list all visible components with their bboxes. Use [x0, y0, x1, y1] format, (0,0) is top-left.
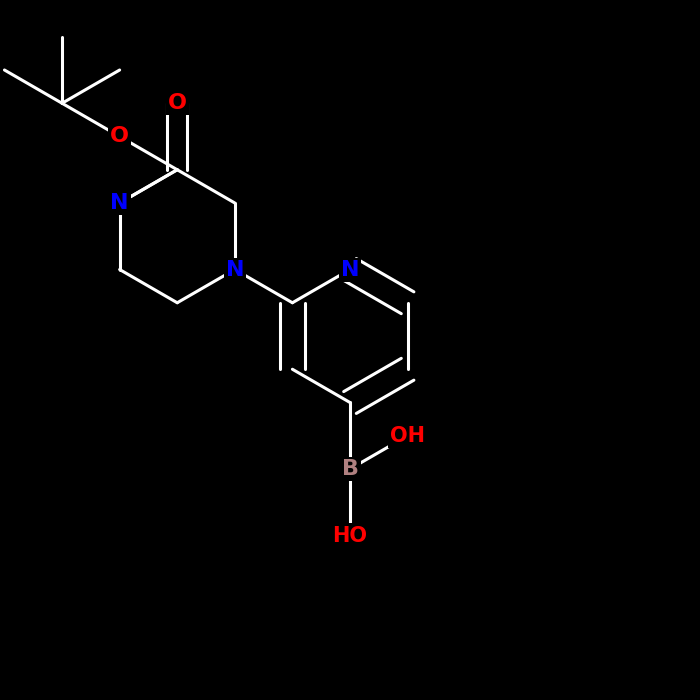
Text: O: O [110, 127, 129, 146]
Text: O: O [168, 93, 187, 113]
Text: B: B [342, 459, 358, 479]
Text: OH: OH [390, 426, 425, 446]
Text: N: N [341, 260, 359, 279]
Text: N: N [111, 193, 129, 213]
Text: HO: HO [332, 526, 368, 545]
Text: N: N [225, 260, 244, 279]
